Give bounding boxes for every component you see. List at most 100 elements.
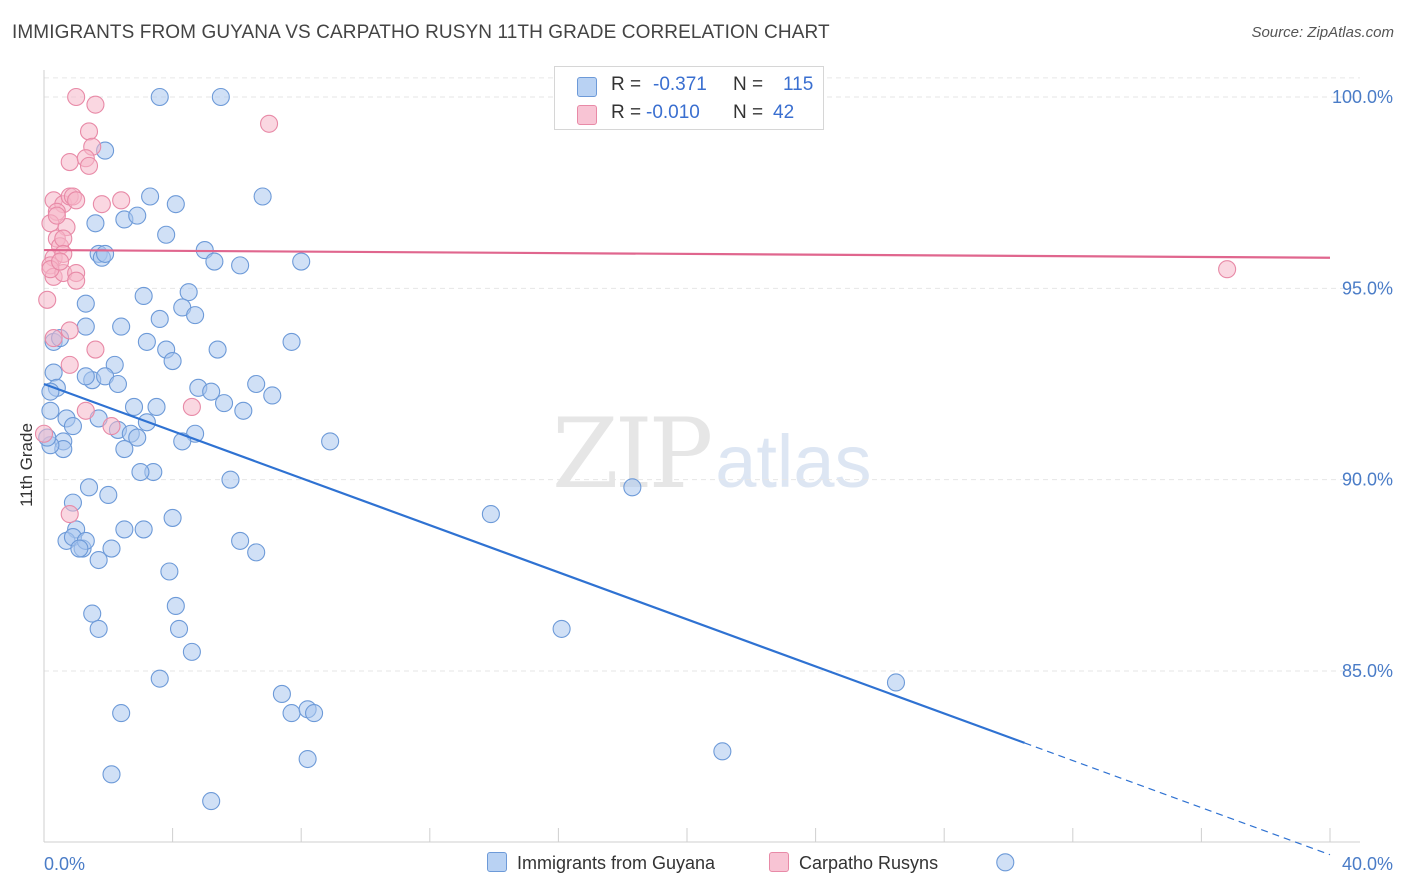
n-value: 115 xyxy=(783,74,814,95)
rusyn-point xyxy=(79,122,99,141)
y-tick-label: 85.0% xyxy=(1342,661,1393,681)
rusyn-point xyxy=(112,191,131,210)
x-tick-label: 40.0% xyxy=(1342,854,1393,874)
guyana-point xyxy=(214,394,234,413)
legend-item-guyana: Immigrants from Guyana xyxy=(487,852,715,874)
guyana-point xyxy=(83,604,102,623)
rusyn-point xyxy=(92,195,111,214)
r-label: R = xyxy=(611,102,642,123)
guyana-point xyxy=(131,462,150,482)
guyana-point xyxy=(169,619,189,638)
rusyn-point xyxy=(76,401,95,420)
rusyn-legend-swatch xyxy=(769,852,789,872)
rusyn-point xyxy=(86,95,105,114)
stats-legend: R = -0.371 N = 115 R = -0.010 N = 42 xyxy=(554,66,824,130)
rusyn-point xyxy=(102,417,121,436)
guyana-point xyxy=(163,508,182,527)
guyana-point xyxy=(76,317,95,336)
guyana-point xyxy=(157,225,176,244)
guyana-point xyxy=(552,619,571,638)
rusyn-swatch xyxy=(577,105,597,125)
guyana-point xyxy=(166,596,185,615)
rusyn-trend-line xyxy=(43,248,1331,259)
guyana-point xyxy=(263,386,282,405)
r-label: R = xyxy=(611,74,642,95)
guyana-point xyxy=(128,428,147,447)
rusyn-point xyxy=(44,329,63,348)
watermark-atlas: atlas xyxy=(715,420,872,503)
y-axis-label: 11th Grade xyxy=(17,423,36,507)
guyana-point xyxy=(305,704,324,723)
rusyn-legend-label: Carpatho Rusyns xyxy=(799,853,939,873)
guyana-point xyxy=(150,87,169,107)
guyana-point xyxy=(108,374,127,394)
rusyn-point xyxy=(54,229,73,248)
guyana-point xyxy=(89,550,108,570)
guyana-point xyxy=(247,374,266,394)
guyana-point xyxy=(115,520,134,539)
guyana-point xyxy=(166,195,185,214)
guyana-point xyxy=(128,206,147,225)
stats-legend-row-guyana: R = -0.371 N = 115 xyxy=(555,72,823,100)
guyana-point xyxy=(76,367,95,386)
y-tick-label: 90.0% xyxy=(1342,470,1393,490)
guyana-point xyxy=(150,309,169,328)
guyana-trend-extension xyxy=(1024,742,1331,856)
n-value: 42 xyxy=(773,102,795,123)
guyana-point xyxy=(102,765,121,784)
r-value: -0.010 xyxy=(646,102,700,123)
y-tick-label: 95.0% xyxy=(1342,278,1393,298)
rusyn-point xyxy=(86,340,105,359)
n-label: N = xyxy=(733,102,764,123)
guyana-point xyxy=(231,531,250,550)
guyana-point xyxy=(86,214,105,233)
guyana-point xyxy=(96,244,115,263)
guyana-point xyxy=(102,539,121,558)
rusyn-point xyxy=(67,191,86,210)
rusyn-point xyxy=(67,87,86,107)
guyana-point xyxy=(231,256,250,275)
guyana-point xyxy=(70,539,89,558)
guyana-point xyxy=(321,432,340,451)
guyana-point xyxy=(205,252,224,271)
rusyn-point xyxy=(60,505,79,524)
guyana-point xyxy=(63,417,82,436)
guyana-swatch xyxy=(577,77,597,97)
guyana-point xyxy=(112,317,131,336)
guyana-point xyxy=(163,351,182,371)
r-value: -0.371 xyxy=(653,74,707,95)
guyana-point xyxy=(41,401,60,420)
guyana-point xyxy=(221,470,240,489)
guyana-point xyxy=(44,363,63,382)
guyana-point xyxy=(112,704,131,723)
guyana-point xyxy=(202,382,221,401)
y-tick-label: 100.0% xyxy=(1332,87,1393,107)
rusyn-point xyxy=(51,252,70,271)
rusyn-point xyxy=(47,206,66,225)
guyana-point xyxy=(247,543,266,562)
rusyn-point xyxy=(259,114,279,133)
guyana-point xyxy=(147,397,166,417)
guyana-point xyxy=(282,332,301,351)
guyana-trend-line xyxy=(43,382,1025,744)
guyana-point xyxy=(202,792,221,811)
guyana-point xyxy=(79,478,99,497)
guyana-point xyxy=(996,853,1015,872)
guyana-legend-swatch xyxy=(487,852,507,872)
guyana-point xyxy=(713,742,732,761)
guyana-point xyxy=(272,684,291,704)
guyana-point xyxy=(134,286,153,306)
guyana-point xyxy=(623,478,642,497)
guyana-point xyxy=(134,520,153,539)
axis-layer xyxy=(43,70,1360,843)
stats-legend-row-rusyn: R = -0.010 N = 42 xyxy=(555,100,823,128)
label-layer: 85.0% 90.0% 95.0% 100.0% 0.0% 40.0% 11th Grade xyxy=(17,87,1393,874)
guyana-point xyxy=(160,562,179,581)
rusyn-point xyxy=(67,271,86,290)
grid-layer xyxy=(44,77,1360,672)
rusyn-point xyxy=(34,424,54,443)
guyana-point xyxy=(234,401,253,420)
guyana-point xyxy=(99,485,118,505)
trend-layer xyxy=(43,248,1331,856)
guyana-point xyxy=(141,187,160,206)
